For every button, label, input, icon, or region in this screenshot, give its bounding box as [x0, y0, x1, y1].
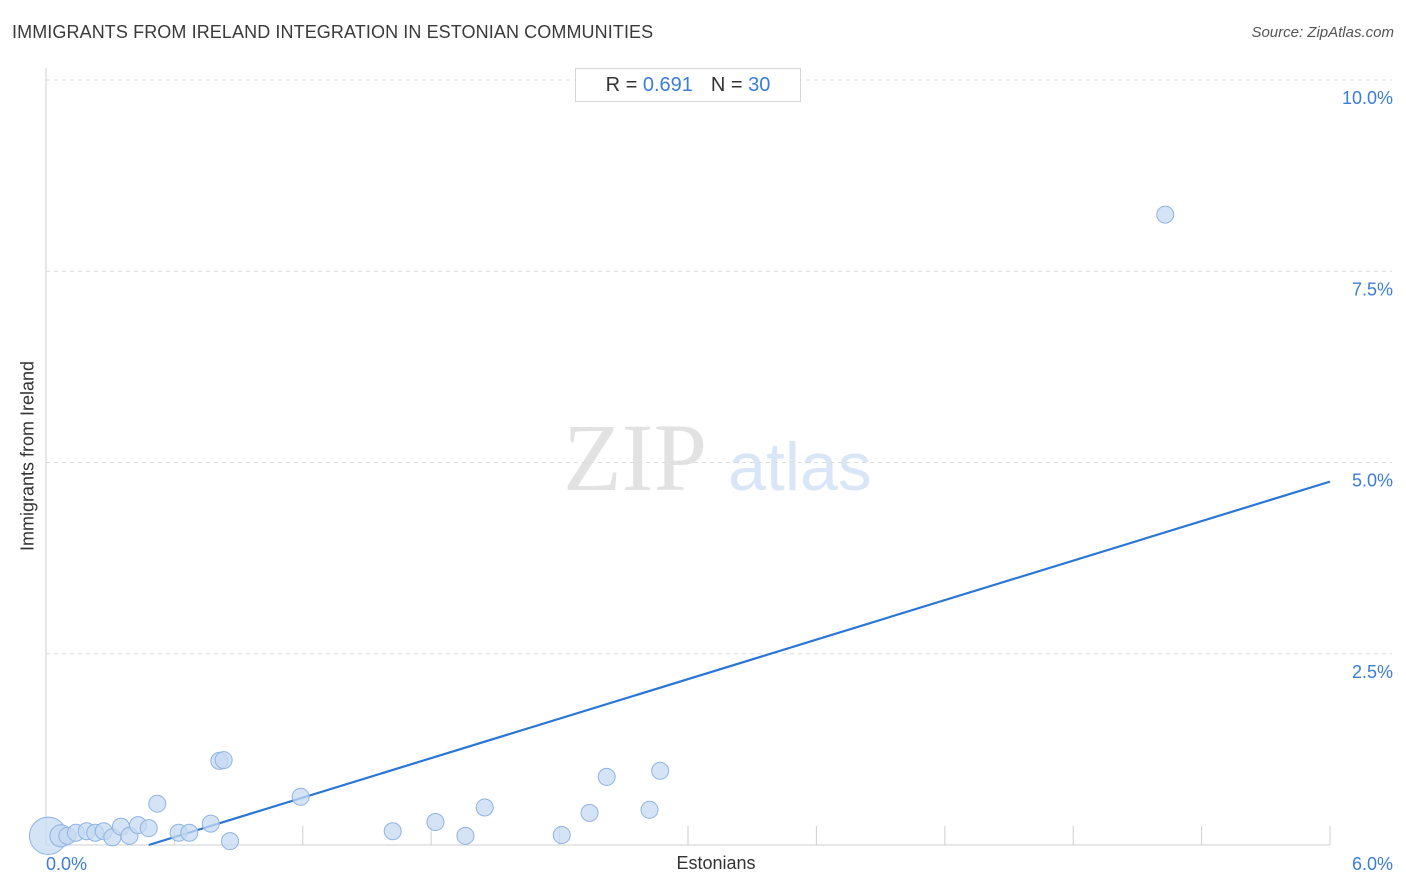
- data-point: [291, 787, 310, 806]
- r-stat: R = 0.691: [606, 74, 693, 97]
- watermark-atlas: atlas: [728, 429, 872, 505]
- data-point: [214, 751, 233, 770]
- correlation-stats: R = 0.691 N = 30: [575, 68, 801, 102]
- x-tick-labels: 0.0% 6.0%: [46, 854, 1393, 874]
- y-tick-labels: 2.5% 5.0% 7.5% 10.0%: [1342, 88, 1393, 682]
- data-point: [552, 826, 571, 845]
- grid-lines: [46, 79, 1392, 655]
- n-value: 30: [748, 73, 771, 96]
- y-axis-label: Immigrants from Ireland: [17, 360, 38, 552]
- chart-title: IMMIGRANTS FROM IRELAND INTEGRATION IN E…: [12, 22, 654, 42]
- data-point: [456, 826, 475, 845]
- y-tick-label: 5.0%: [1352, 471, 1393, 491]
- data-points: [28, 205, 1175, 856]
- watermark: ZIP atlas: [563, 404, 872, 511]
- n-label: N =: [710, 73, 743, 96]
- x-tick-label: 6.0%: [1352, 854, 1393, 874]
- r-label: R =: [605, 73, 638, 96]
- data-point: [1156, 205, 1175, 224]
- trendline: [148, 480, 1331, 847]
- data-point: [597, 767, 616, 786]
- data-point: [139, 819, 158, 838]
- data-point: [201, 814, 220, 833]
- data-point: [383, 822, 402, 841]
- data-point: [640, 800, 659, 819]
- y-tick-label: 2.5%: [1352, 662, 1393, 682]
- n-stat: N = 30: [711, 74, 771, 97]
- data-point: [221, 832, 240, 851]
- watermark-zip: ZIP: [563, 404, 707, 511]
- y-tick-label: 7.5%: [1352, 279, 1393, 299]
- data-point: [148, 794, 167, 813]
- x-axis-label: Estonians: [676, 853, 756, 873]
- x-tick-label: 0.0%: [46, 854, 87, 874]
- source-credit: Source: ZipAtlas.com: [1251, 24, 1394, 41]
- data-point: [651, 761, 670, 780]
- data-point: [475, 798, 494, 817]
- data-point: [580, 803, 599, 822]
- data-point: [426, 813, 445, 832]
- trendline-group: [148, 480, 1331, 847]
- y-tick-label: 10.0%: [1342, 88, 1393, 108]
- r-value: 0.691: [642, 73, 693, 96]
- data-point: [180, 823, 199, 842]
